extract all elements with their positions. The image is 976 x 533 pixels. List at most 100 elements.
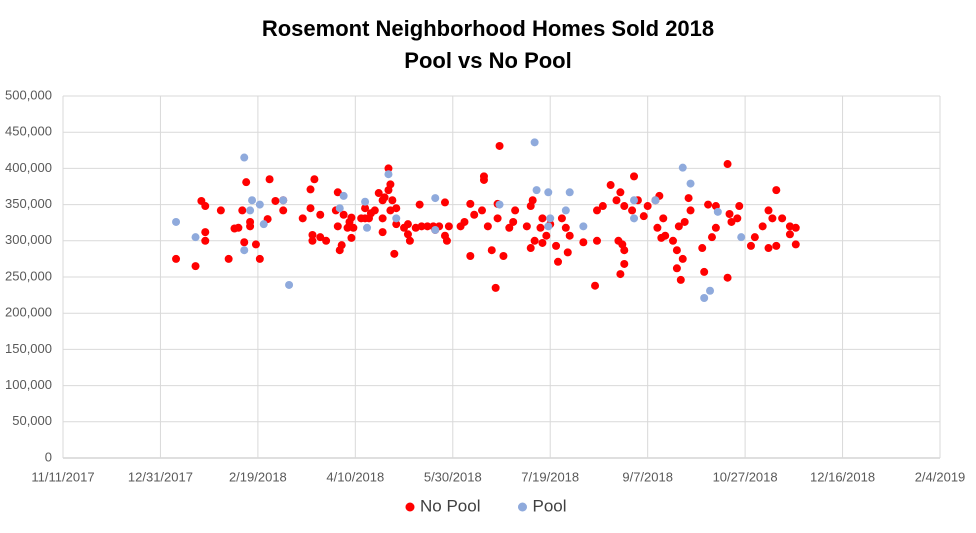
x-tick-label: 10/27/2018 (713, 469, 778, 484)
data-point (557, 214, 566, 223)
data-point (495, 200, 504, 209)
data-point (511, 206, 520, 215)
data-point (706, 286, 715, 295)
y-tick-label: 300,000 (5, 232, 52, 247)
data-point (620, 246, 629, 255)
data-point (265, 175, 274, 184)
data-point (680, 217, 689, 226)
data-point (361, 197, 370, 206)
data-point (460, 217, 469, 226)
data-point (466, 252, 475, 261)
data-point (674, 222, 683, 231)
data-point (684, 194, 693, 203)
data-point (403, 220, 412, 229)
data-point (672, 264, 681, 273)
chart-subtitle: Pool vs No Pool (404, 48, 571, 73)
data-point (785, 230, 794, 239)
data-point (431, 225, 440, 234)
data-point (704, 200, 713, 209)
data-point (686, 179, 695, 188)
data-point (791, 223, 800, 232)
data-point (526, 244, 535, 253)
legend-marker (517, 502, 527, 512)
data-point (242, 178, 251, 187)
data-point (791, 240, 800, 249)
data-point (271, 196, 280, 205)
data-point (316, 233, 325, 242)
data-point (546, 214, 555, 223)
data-point (643, 202, 652, 211)
data-point (285, 280, 294, 289)
data-point (733, 214, 742, 223)
y-tick-label: 100,000 (5, 377, 52, 392)
data-point (561, 223, 570, 232)
data-point (363, 223, 372, 232)
data-point (491, 283, 500, 292)
data-point (591, 281, 600, 290)
data-point (308, 231, 317, 240)
data-point (778, 214, 787, 223)
data-point (201, 202, 210, 211)
x-tick-label: 9/7/2018 (622, 469, 673, 484)
data-point (561, 206, 570, 215)
data-point (234, 223, 243, 232)
data-point (616, 270, 625, 279)
y-tick-label: 500,000 (5, 87, 52, 102)
legend-label: Pool (532, 496, 566, 515)
data-point (723, 160, 732, 169)
data-point (659, 214, 668, 223)
x-tick-label: 12/31/2017 (128, 469, 193, 484)
data-point (246, 206, 255, 215)
data-point (322, 236, 331, 245)
data-point (431, 194, 440, 203)
data-point (246, 217, 255, 226)
data-point (238, 206, 247, 215)
data-point (423, 222, 432, 231)
chart-title: Rosemont Neighborhood Homes Sold 2018 (262, 16, 714, 41)
data-point (405, 236, 414, 245)
data-point (700, 267, 709, 276)
data-point (772, 241, 781, 250)
data-point (333, 222, 342, 231)
data-point (530, 236, 539, 245)
data-point (764, 244, 773, 253)
data-point (522, 222, 531, 231)
data-point (386, 180, 395, 189)
data-point (727, 217, 736, 226)
data-point (384, 170, 393, 179)
data-point (499, 252, 508, 261)
data-point (651, 196, 660, 205)
data-point (224, 254, 233, 263)
data-point (483, 222, 492, 231)
data-point (392, 214, 401, 223)
data-point (248, 196, 257, 205)
data-point (403, 230, 412, 239)
data-point (255, 254, 264, 263)
data-point (725, 210, 734, 219)
data-point (191, 233, 200, 242)
data-point (772, 186, 781, 195)
y-tick-label: 150,000 (5, 341, 52, 356)
x-tick-label: 7/19/2018 (521, 469, 579, 484)
data-point (723, 273, 732, 282)
data-point (201, 228, 210, 237)
y-tick-label: 0 (45, 449, 52, 464)
data-point (505, 223, 514, 232)
data-point (384, 164, 393, 173)
data-point (672, 246, 681, 255)
data-point (255, 200, 264, 209)
data-point (669, 236, 678, 245)
x-tick-label: 11/11/2017 (31, 469, 94, 484)
data-point (579, 238, 588, 247)
data-point (478, 206, 487, 215)
data-point (579, 222, 588, 231)
data-point (711, 223, 720, 232)
data-point (337, 241, 346, 250)
data-point (698, 244, 707, 253)
data-point (339, 191, 348, 200)
y-tick-label: 250,000 (5, 268, 52, 283)
x-tick-label: 2/19/2018 (229, 469, 287, 484)
legend-marker (405, 502, 415, 512)
data-point (417, 222, 426, 231)
data-point (310, 175, 319, 184)
